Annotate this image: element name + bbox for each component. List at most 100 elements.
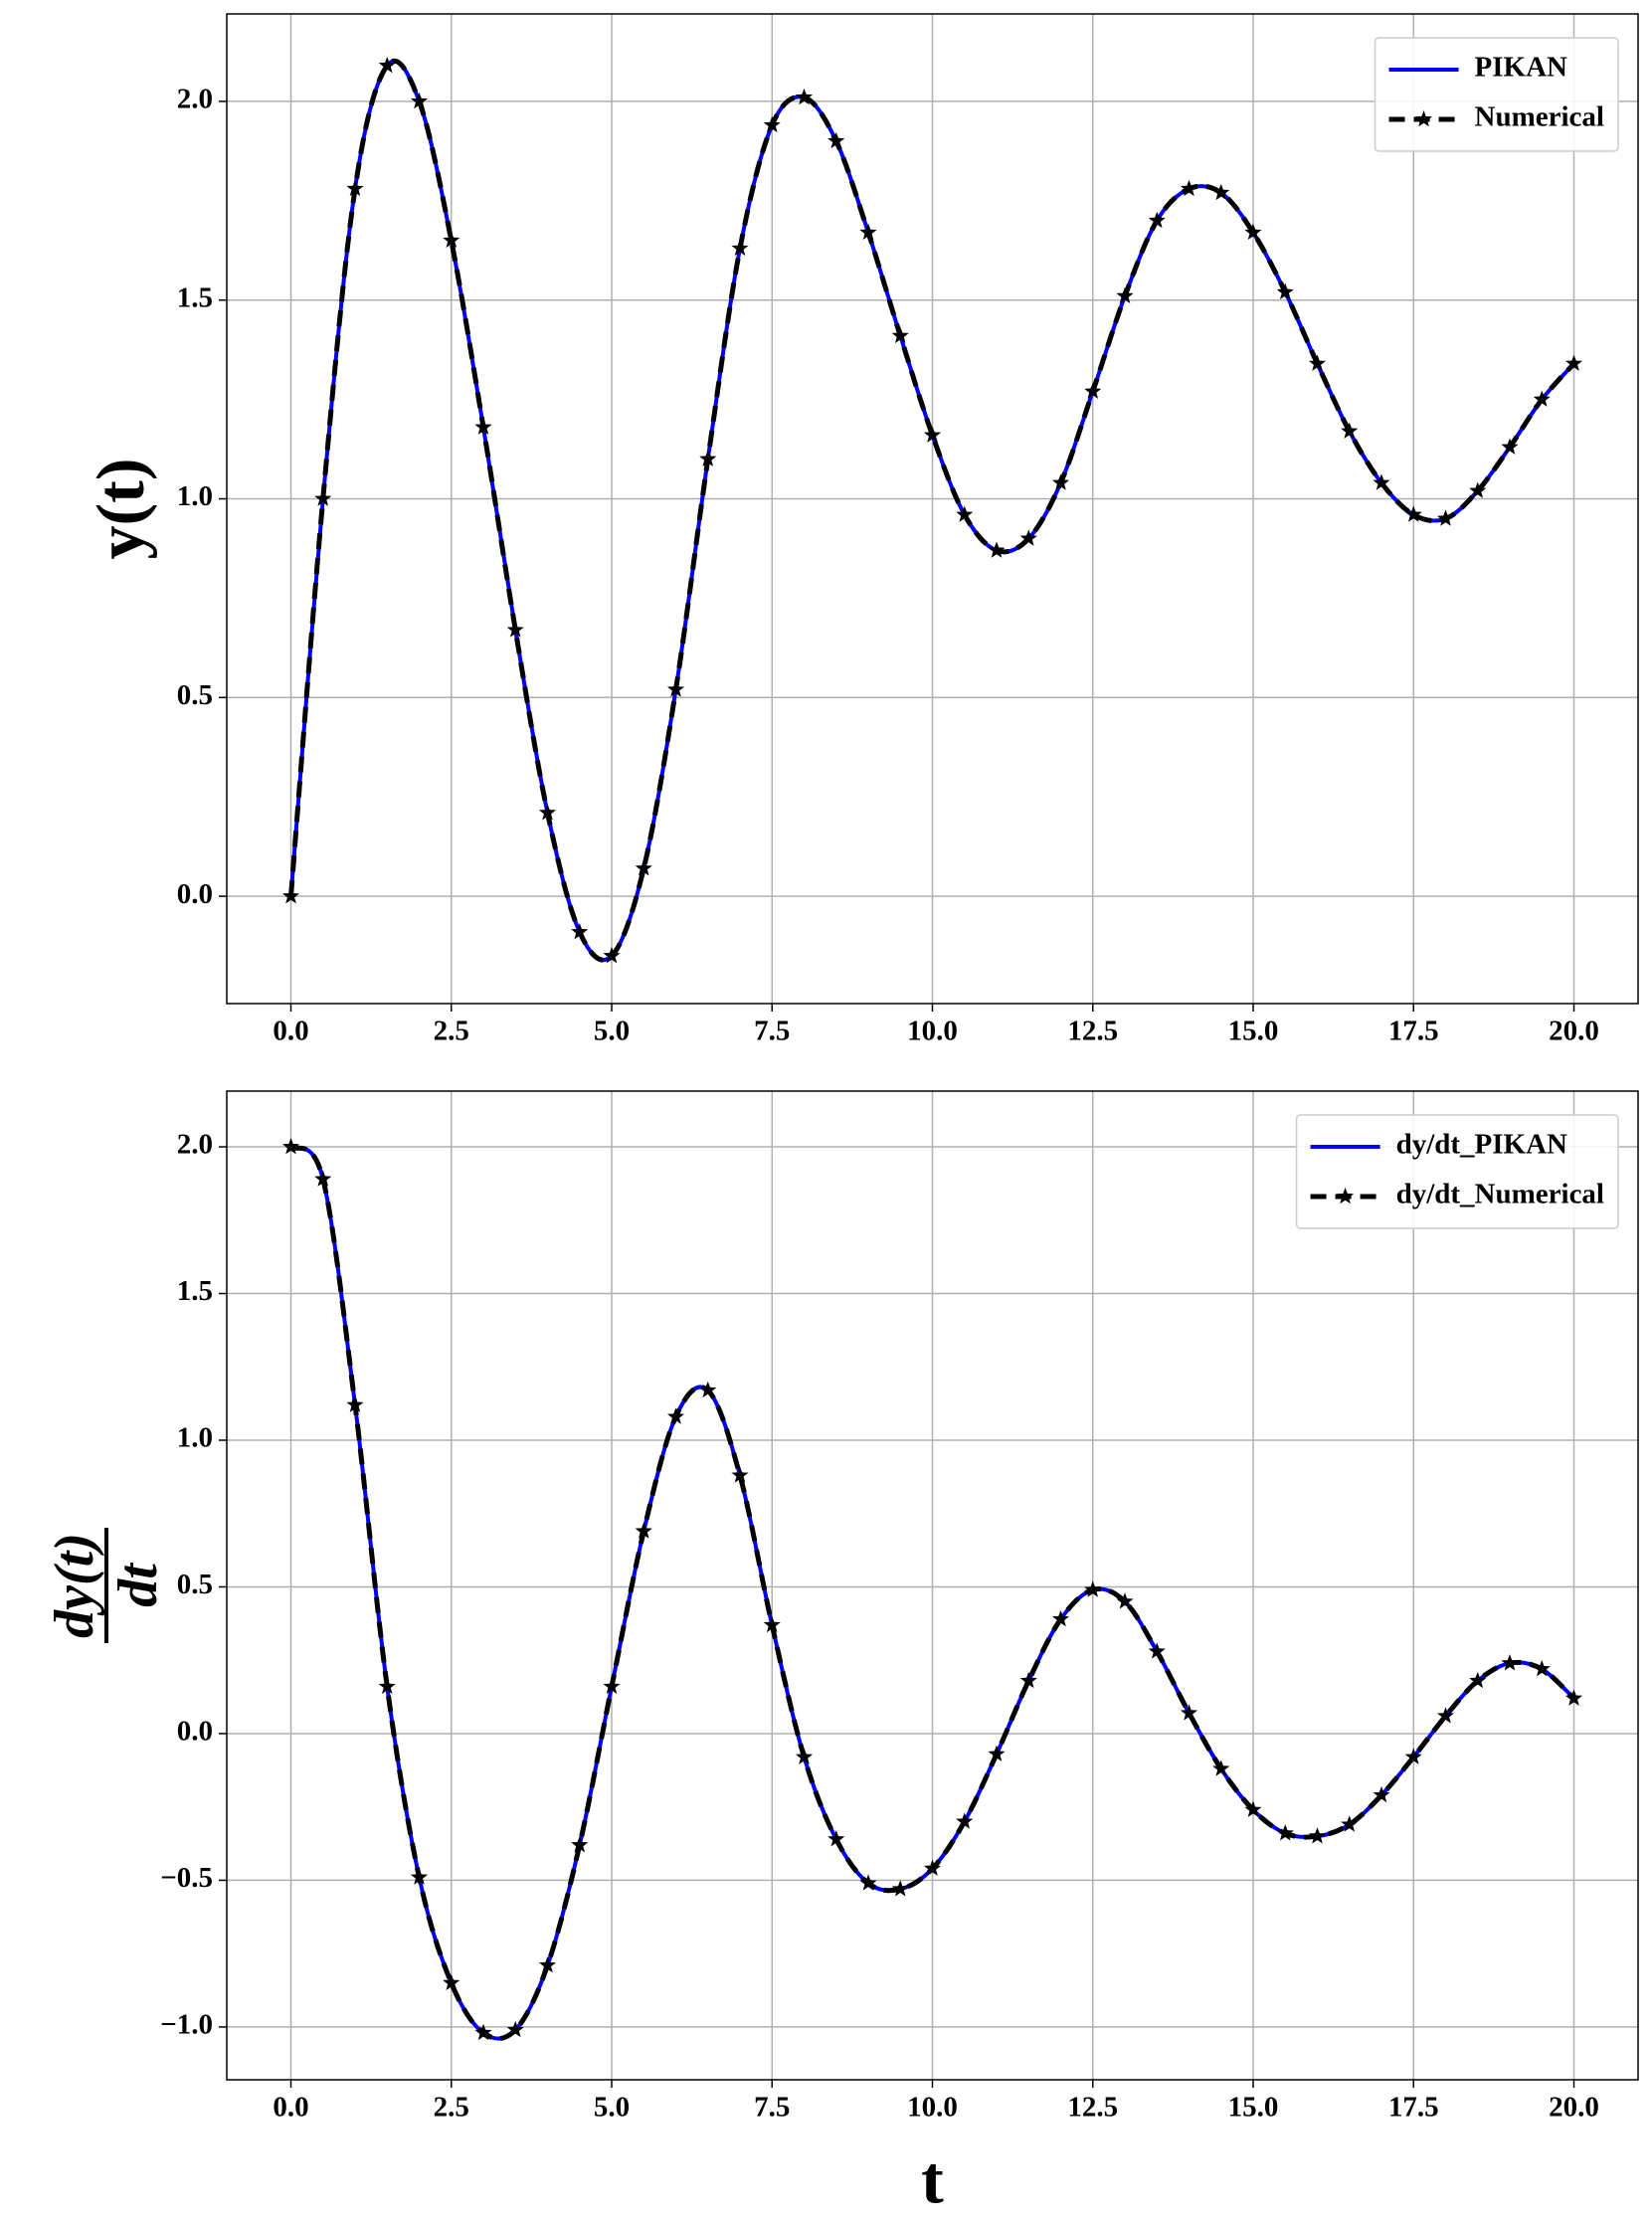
- star-marker: [1501, 1654, 1519, 1671]
- x-tick-label: 10.0: [907, 1016, 958, 1047]
- star-marker: [1533, 390, 1551, 407]
- star-marker: [443, 1973, 460, 1990]
- star-marker: [1436, 1707, 1455, 1724]
- star-marker: [1212, 1759, 1230, 1776]
- x-tick-label: 5.0: [594, 1016, 630, 1047]
- y-axis-label: y(t): [83, 459, 158, 560]
- star-marker: [1276, 1824, 1294, 1841]
- star-marker: [923, 1859, 942, 1876]
- star-marker: [1051, 473, 1070, 490]
- star-marker: [1116, 286, 1134, 303]
- star-marker: [314, 489, 332, 506]
- star-marker: [1051, 1609, 1070, 1627]
- star-marker: [281, 887, 300, 904]
- x-tick-label: 17.5: [1388, 1016, 1439, 1047]
- star-marker: [1084, 382, 1102, 399]
- star-marker: [1019, 529, 1037, 546]
- star-marker: [1148, 1642, 1166, 1659]
- star-marker: [699, 450, 717, 466]
- star-marker: [635, 1522, 652, 1539]
- star-marker: [827, 1830, 845, 1847]
- star-marker: [410, 1868, 429, 1885]
- x-tick-label: 12.5: [1067, 2092, 1118, 2124]
- legend: dy/dt_PIKAN dy/dt_Numerical: [1295, 1114, 1619, 1229]
- star-marker: [346, 179, 364, 197]
- star-marker: [923, 426, 942, 443]
- star-marker: [891, 1880, 909, 1897]
- x-tick-label: 7.5: [754, 1016, 790, 1047]
- star-marker: [1404, 1748, 1422, 1764]
- star-marker: [281, 1138, 300, 1155]
- y-tick-label: 1.5: [177, 1275, 213, 1307]
- star-marker: [1148, 211, 1166, 229]
- y-tick-label: 0.0: [177, 1716, 213, 1748]
- star-marker: [859, 223, 877, 241]
- chart-panel: 0.0 2.5 5.0 7.5 10.0 12.5 15.0 17.5 20.0 −1.0 −0.5…: [44, 1090, 1639, 2217]
- star-marker: [506, 621, 524, 638]
- x-tick-label: 0.0: [273, 2092, 308, 2124]
- x-tick-label: 17.5: [1388, 2092, 1439, 2124]
- star-marker: [443, 231, 460, 249]
- x-tick-label: 10.0: [907, 2092, 958, 2124]
- star-marker: [1212, 183, 1230, 201]
- star-marker: [378, 1677, 396, 1695]
- legend-marker: [1414, 110, 1433, 127]
- star-marker: [1084, 1580, 1102, 1597]
- star-marker: [988, 541, 1006, 558]
- star-marker: [1373, 473, 1390, 490]
- legend-label: dy/dt_Numerical: [1396, 1179, 1604, 1210]
- y-axis-label: dy(t) dt: [44, 1528, 169, 1643]
- legend-label: Numerical: [1475, 101, 1604, 133]
- star-marker: [1180, 179, 1198, 197]
- legend: PIKAN Numerical: [1374, 37, 1619, 152]
- y-tick-label: 0.5: [177, 679, 213, 711]
- star-marker: [1244, 223, 1262, 241]
- star-marker: [635, 859, 652, 876]
- star-marker: [571, 923, 589, 940]
- star-marker: [410, 92, 429, 109]
- star-marker: [538, 804, 557, 821]
- star-marker: [1341, 422, 1359, 439]
- star-marker: [1308, 354, 1327, 371]
- y-tick-label: −0.5: [160, 1862, 213, 1894]
- plot-frame: [226, 1090, 1639, 2081]
- star-marker: [603, 1677, 621, 1695]
- star-marker: [699, 1381, 717, 1398]
- star-marker: [731, 1466, 749, 1483]
- x-tick-label: 5.0: [594, 2092, 630, 2124]
- star-marker: [378, 56, 396, 74]
- star-marker: [603, 947, 621, 964]
- star-marker: [1308, 1827, 1327, 1844]
- legend-marker: [1337, 1188, 1355, 1204]
- x-tick-label: 15.0: [1228, 1016, 1279, 1047]
- legend-frame: [1295, 1114, 1619, 1229]
- x-tick-label: 20.0: [1549, 2092, 1599, 2124]
- star-marker: [474, 418, 492, 435]
- y-label-denominator: dt: [107, 1563, 169, 1607]
- star-marker: [956, 1812, 974, 1829]
- star-marker: [1180, 1704, 1198, 1721]
- star-marker: [988, 1745, 1006, 1761]
- star-marker: [538, 1955, 557, 1973]
- star-marker: [1533, 1660, 1551, 1677]
- y-tick-label: −1.0: [160, 2009, 213, 2041]
- star-marker: [1564, 354, 1583, 371]
- x-axis-label: t: [921, 2141, 944, 2217]
- y-tick-label: 1.0: [177, 1422, 213, 1454]
- star-marker: [1116, 1592, 1134, 1609]
- star-marker: [891, 326, 909, 343]
- star-marker: [346, 1395, 364, 1412]
- star-marker: [956, 505, 974, 522]
- star-marker: [1019, 1671, 1037, 1689]
- y-tick-label: 2.0: [177, 1129, 213, 1161]
- x-tick-label: 0.0: [273, 1016, 308, 1047]
- legend-frame: [1374, 37, 1619, 152]
- star-marker: [859, 1874, 877, 1891]
- y-tick-label: 2.0: [177, 84, 213, 115]
- star-marker: [1436, 509, 1455, 526]
- y-tick-label: 0.0: [177, 878, 213, 910]
- star-marker: [763, 1615, 781, 1633]
- star-marker: [795, 1748, 814, 1764]
- star-marker: [1341, 1815, 1359, 1832]
